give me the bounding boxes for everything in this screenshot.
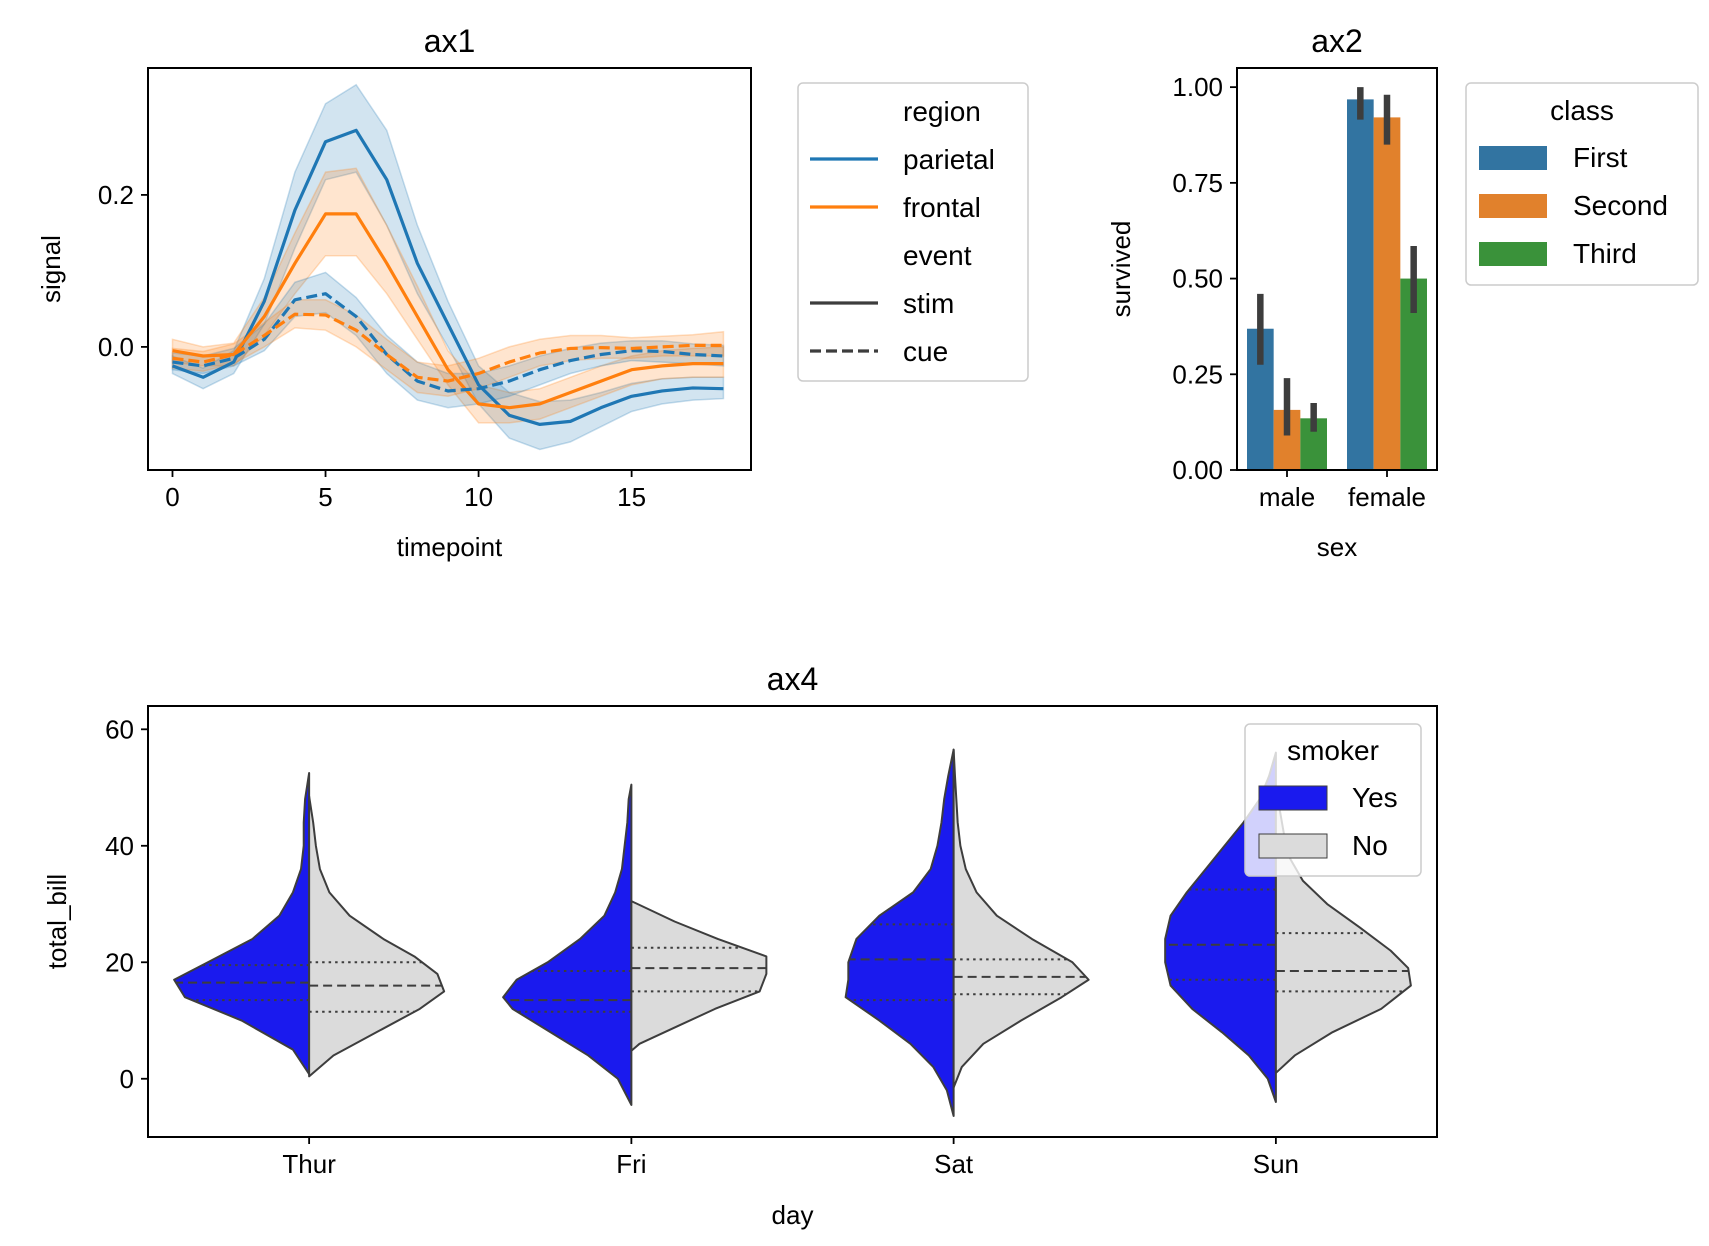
ax2-legend-swatch-Second [1479, 194, 1547, 218]
ax4-xtick-label: Fri [616, 1149, 646, 1179]
ax2-bar-female-Second [1373, 117, 1401, 470]
ax2-xtick-label: male [1259, 482, 1315, 512]
ax1-legend-label-parietal: parietal [903, 144, 995, 175]
ax2-title: ax2 [1311, 23, 1363, 59]
ax4-legend-label-No: No [1352, 830, 1388, 861]
ax2-legend-label-First: First [1573, 142, 1628, 173]
ax1-frame [147, 67, 752, 471]
ax2-legend: class First Second Third [1465, 82, 1699, 286]
ax2-legend-title: class [1550, 95, 1614, 126]
ax2-ytick-label: 0.75 [1172, 168, 1223, 198]
ax2-ylabel: survived [1106, 221, 1136, 318]
ax4-xtick-label: Sat [934, 1149, 974, 1179]
ax1-line-frontal-stim [172, 212, 724, 410]
ax4-panel: 0 20 40 60 Thur Fri Sat Sun ax4 day total_bill smok… [42, 661, 1438, 1230]
ax1-xtick-label: 10 [464, 482, 493, 512]
ax1-legend-heading: region [903, 96, 981, 127]
ax1-ylabel: signal [36, 235, 66, 303]
ax1-ytick-label: 0.2 [98, 180, 134, 210]
ax2-legend-label-Second: Second [1573, 190, 1668, 221]
ax2-frame [1236, 67, 1438, 471]
ax4-ytick-label: 0 [120, 1064, 134, 1094]
ax4-title: ax4 [767, 661, 819, 697]
ax4-frame [147, 705, 1438, 1138]
ax1-title: ax1 [424, 23, 476, 59]
ax1-xlabel: timepoint [397, 532, 503, 562]
ax2-legend-swatch-First [1479, 146, 1547, 170]
ax2-legend-label-Third: Third [1573, 238, 1637, 269]
ax1-ci-band-frontal-cue [171, 299, 725, 398]
ax4-violin-Sat-No [952, 748, 1090, 1089]
ax1-ci-band-frontal-stim [171, 167, 725, 424]
ax4-xlabel: day [772, 1200, 814, 1230]
ax1-legend-label-stim: stim [903, 288, 954, 319]
ax2-xlabel: sex [1317, 532, 1357, 562]
ax1-xtick-label: 5 [318, 482, 332, 512]
ax2-ytick-label: 1.00 [1172, 72, 1223, 102]
ax4-violin-Sat-Yes [844, 748, 955, 1118]
ax4-ytick-label: 20 [105, 947, 134, 977]
ax1-ytick-label: 0.0 [98, 332, 134, 362]
ax4-violin-Thur-No [308, 795, 446, 1078]
ax1-line-frontal-cue [172, 312, 724, 383]
ax4-legend-label-Yes: Yes [1352, 782, 1398, 813]
ax1-legend-heading: event [903, 240, 972, 271]
ax4-violin-Fri-Yes [502, 783, 633, 1106]
ax4-violin-Thur-Yes [173, 771, 311, 1076]
ax2-legend-box [1465, 82, 1699, 286]
ax4-legend-swatch-No [1258, 833, 1328, 859]
ax2-ytick-label: 0.25 [1172, 359, 1223, 389]
ax2-panel: 0.00 0.25 0.50 0.75 1.00 male female ax2 sex surv… [1106, 23, 1699, 562]
ax4-ylabel: total_bill [42, 874, 72, 969]
ax1-line-parietal-stim [171, 128, 724, 427]
ax2-xtick-label: female [1348, 482, 1426, 512]
ax1-legend: region parietal frontal event stim cue [797, 82, 1029, 382]
ax4-ytick-label: 40 [105, 831, 134, 861]
ax2-ytick-label: 0.00 [1172, 455, 1223, 485]
ax2-ytick-label: 0.50 [1172, 264, 1223, 294]
ax1-line-parietal-cue [172, 292, 724, 393]
ax4-legend-title: smoker [1287, 735, 1379, 766]
ax1-legend-label-cue: cue [903, 336, 948, 367]
ax4-ytick-label: 60 [105, 714, 134, 744]
ax1-plot-area [171, 83, 725, 451]
ax1-xtick-label: 15 [617, 482, 646, 512]
ax2-legend-swatch-Third [1479, 242, 1547, 266]
ax4-violin-Fri-No [630, 900, 768, 1052]
ax1-xtick-label: 0 [165, 482, 179, 512]
ax1-panel: 0 5 10 15 0.0 0.2 ax1 timepoint signal region pari… [36, 23, 1029, 562]
ax4-legend-swatch-Yes [1258, 785, 1328, 811]
ax4-xtick-label: Sun [1253, 1149, 1299, 1179]
ax4-xtick-label: Thur [282, 1149, 336, 1179]
ax1-legend-label-frontal: frontal [903, 192, 981, 223]
ax4-legend: smoker Yes No [1244, 723, 1422, 877]
ax2-bar-female-First [1347, 99, 1374, 470]
